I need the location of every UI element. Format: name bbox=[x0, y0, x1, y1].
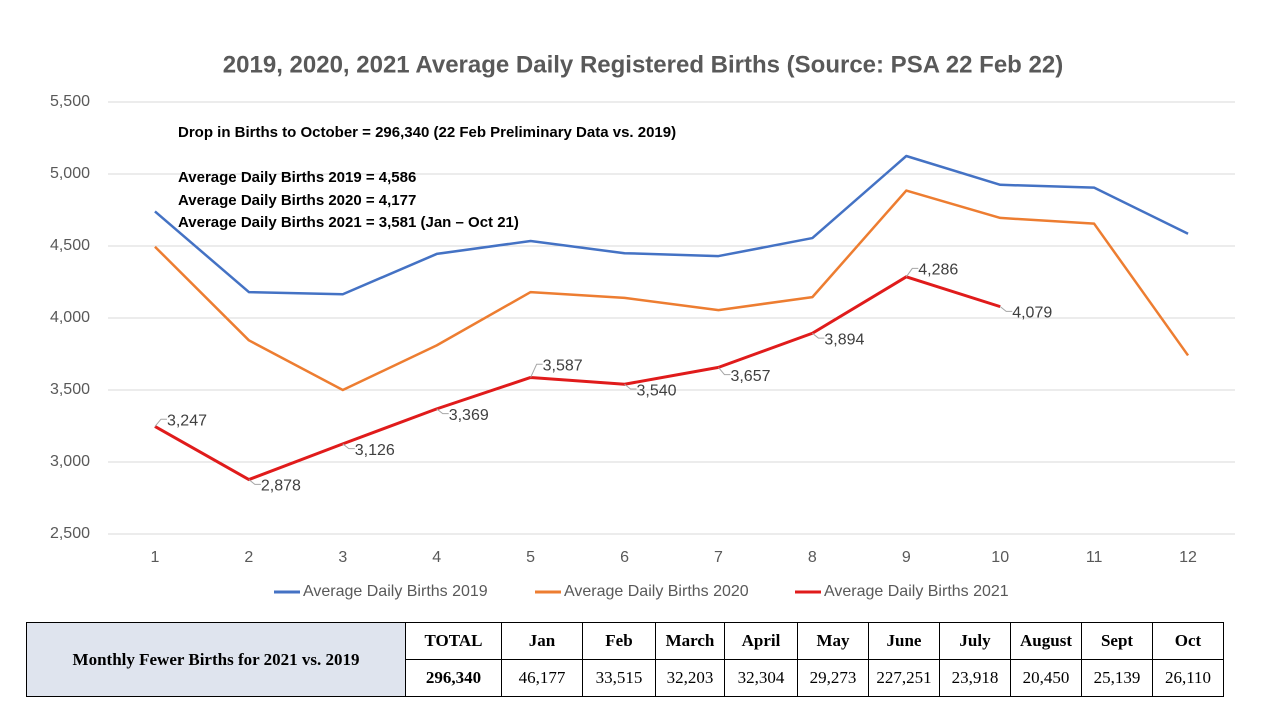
table-cell: 296,340 bbox=[405, 659, 502, 697]
table-column-header: July bbox=[939, 622, 1011, 660]
series-line bbox=[154, 154, 1189, 296]
data-label: 3,587 bbox=[543, 357, 583, 374]
x-tick-label: 6 bbox=[620, 549, 629, 566]
x-tick-label: 4 bbox=[432, 549, 441, 566]
data-label: 3,369 bbox=[449, 407, 489, 424]
y-tick-label: 5,500 bbox=[50, 93, 90, 110]
data-label: 3,894 bbox=[824, 331, 864, 348]
leader-line bbox=[248, 479, 261, 485]
table-cell: 227,251 bbox=[868, 659, 940, 697]
x-tick-label: 7 bbox=[714, 549, 723, 566]
table-column-header: May bbox=[797, 622, 869, 660]
x-tick-label: 5 bbox=[526, 549, 535, 566]
table-cell: 32,304 bbox=[724, 659, 798, 697]
leader-line bbox=[812, 332, 825, 339]
legend-label: Average Daily Births 2020 bbox=[564, 583, 749, 600]
annotation: Average Daily Births 2021 = 3,581 (Jan –… bbox=[178, 214, 519, 231]
table-value-row: 296,340 46,177 33,515 32,203 32,304 29,273 227… bbox=[27, 659, 1224, 697]
table-cell: 26,110 bbox=[1152, 659, 1224, 697]
series-line bbox=[154, 275, 1001, 482]
y-tick-label: 3,500 bbox=[50, 381, 90, 398]
leader-line bbox=[342, 443, 355, 450]
leader-line bbox=[905, 267, 919, 278]
x-tick-label: 12 bbox=[1179, 549, 1197, 566]
table-cell: 20,450 bbox=[1010, 659, 1082, 697]
leader-line bbox=[718, 367, 731, 376]
leader-line bbox=[436, 408, 449, 415]
x-tick-label: 3 bbox=[338, 549, 347, 566]
y-tick-label: 3,000 bbox=[50, 453, 90, 470]
leader-line bbox=[999, 306, 1013, 312]
table-column-header: Oct bbox=[1152, 622, 1224, 660]
table-column-header: March bbox=[655, 622, 725, 660]
births-table: Monthly Fewer Births for 2021 vs. 2019 T… bbox=[26, 622, 1224, 697]
x-tick-label: 2 bbox=[244, 549, 253, 566]
annotation: Average Daily Births 2020 = 4,177 bbox=[178, 192, 416, 209]
y-tick-label: 5,000 bbox=[50, 165, 90, 182]
table-cell: 23,918 bbox=[939, 659, 1011, 697]
x-tick-label: 11 bbox=[1086, 549, 1103, 566]
table-header-row: Monthly Fewer Births for 2021 vs. 2019 T… bbox=[26, 622, 1224, 697]
series-line bbox=[154, 189, 1190, 392]
legend-label: Average Daily Births 2019 bbox=[303, 583, 488, 600]
data-label: 2,878 bbox=[261, 478, 301, 495]
chart: 2019, 2020, 2021 Average Daily Registere… bbox=[50, 51, 1235, 600]
table-cell: 33,515 bbox=[582, 659, 656, 697]
y-tick-label: 2,500 bbox=[50, 525, 90, 542]
data-label: 4,286 bbox=[918, 262, 958, 279]
chart-title: 2019, 2020, 2021 Average Daily Registere… bbox=[223, 51, 1063, 78]
table-cell: 46,177 bbox=[501, 659, 583, 697]
y-tick-label: 4,500 bbox=[50, 237, 90, 254]
leader-line bbox=[154, 418, 167, 427]
x-tick-label: 10 bbox=[991, 549, 1009, 566]
table-cell: 29,273 bbox=[797, 659, 869, 697]
table-column-header: August bbox=[1010, 622, 1082, 660]
table-label: Monthly Fewer Births for 2021 vs. 2019 bbox=[26, 622, 406, 697]
table-column-header: Sept bbox=[1081, 622, 1153, 660]
leader-line bbox=[624, 383, 637, 390]
data-label: 3,540 bbox=[637, 382, 677, 399]
y-tick-label: 4,000 bbox=[50, 309, 90, 326]
table-column-header: Feb bbox=[582, 622, 656, 660]
leader-line bbox=[530, 363, 543, 378]
table-cell: 25,139 bbox=[1081, 659, 1153, 697]
annotation: Drop in Births to October = 296,340 (22 … bbox=[178, 124, 676, 141]
x-tick-label: 8 bbox=[808, 549, 817, 566]
data-label: 3,657 bbox=[730, 368, 770, 385]
data-label: 3,126 bbox=[355, 442, 395, 459]
x-tick-label: 1 bbox=[151, 549, 160, 566]
data-label: 4,079 bbox=[1012, 305, 1052, 322]
data-label: 3,247 bbox=[167, 412, 207, 429]
annotation: Average Daily Births 2019 = 4,586 bbox=[178, 169, 416, 186]
x-tick-label: 9 bbox=[902, 549, 911, 566]
table-column-header: April bbox=[724, 622, 798, 660]
table-column-header: Jan bbox=[501, 622, 583, 660]
table-cell: 32,203 bbox=[655, 659, 725, 697]
legend-label: Average Daily Births 2021 bbox=[824, 583, 1009, 600]
table-column-header: TOTAL bbox=[405, 622, 502, 660]
table-column-header: June bbox=[868, 622, 940, 660]
